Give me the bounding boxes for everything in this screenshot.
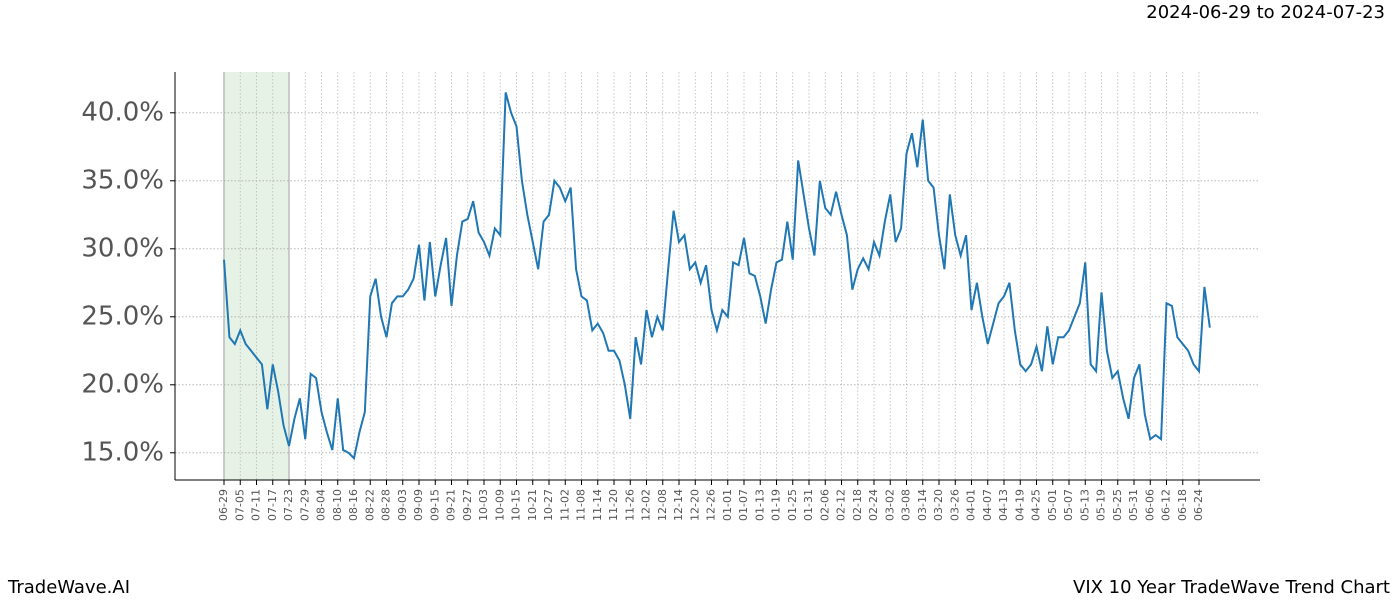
x-tick-label: 01-13 xyxy=(753,489,766,521)
x-tick-label: 11-26 xyxy=(623,489,636,521)
x-tick-label: 08-16 xyxy=(347,489,360,521)
x-tick-label: 07-23 xyxy=(282,489,295,521)
x-tick-label: 09-27 xyxy=(461,489,474,521)
y-tick-label: 25.0% xyxy=(81,301,164,331)
x-tick-label: 12-20 xyxy=(688,489,701,521)
x-tick-label: 07-17 xyxy=(266,489,279,521)
x-tick-label: 09-21 xyxy=(445,489,458,521)
x-tick-label: 11-20 xyxy=(607,489,620,521)
x-tick-label: 07-11 xyxy=(250,489,263,521)
x-tick-label: 05-19 xyxy=(1095,489,1108,521)
x-tick-label: 04-01 xyxy=(965,489,978,521)
x-tick-label: 01-07 xyxy=(737,489,750,521)
x-tick-label: 03-08 xyxy=(900,489,913,521)
x-tick-label: 10-27 xyxy=(542,489,555,521)
x-tick-label: 10-09 xyxy=(493,489,506,521)
x-tick-label: 03-20 xyxy=(932,489,945,521)
x-tick-label: 06-29 xyxy=(217,489,230,521)
x-tick-label: 08-22 xyxy=(363,489,376,521)
x-tick-label: 01-19 xyxy=(770,489,783,521)
chart-title: VIX 10 Year TradeWave Trend Chart xyxy=(1073,577,1390,598)
x-tick-label: 12-08 xyxy=(656,489,669,521)
x-tick-label: 02-06 xyxy=(818,489,831,521)
x-tick-label: 01-01 xyxy=(721,489,734,521)
x-tick-label: 10-15 xyxy=(510,489,523,521)
x-tick-label: 03-26 xyxy=(948,489,961,521)
x-tick-label: 02-24 xyxy=(867,489,880,521)
x-tick-label: 04-07 xyxy=(981,489,994,521)
x-tick-label: 10-21 xyxy=(526,489,539,521)
x-tick-label: 12-26 xyxy=(705,489,718,521)
x-tick-label: 11-02 xyxy=(558,489,571,521)
x-tick-label: 05-25 xyxy=(1111,489,1124,521)
x-tick-label: 06-18 xyxy=(1176,489,1189,521)
x-tick-label: 03-14 xyxy=(916,489,929,521)
x-tick-label: 09-15 xyxy=(428,489,441,521)
x-tick-label: 05-13 xyxy=(1078,489,1091,521)
x-tick-label: 05-01 xyxy=(1046,489,1059,521)
x-tick-label: 01-31 xyxy=(802,489,815,521)
x-tick-label: 08-04 xyxy=(315,489,328,521)
x-tick-label: 07-05 xyxy=(233,489,246,521)
x-tick-label: 08-28 xyxy=(380,489,393,521)
y-tick-label: 20.0% xyxy=(81,369,164,399)
x-tick-label: 04-19 xyxy=(1013,489,1026,521)
date-range: 2024-06-29 to 2024-07-23 xyxy=(1146,2,1385,23)
x-tick-label: 01-25 xyxy=(786,489,799,521)
x-tick-label: 12-02 xyxy=(640,489,653,521)
x-tick-label: 09-09 xyxy=(412,489,425,521)
y-tick-label: 35.0% xyxy=(81,165,164,195)
x-tick-label: 02-18 xyxy=(851,489,864,521)
x-tick-label: 11-08 xyxy=(575,489,588,521)
x-tick-label: 10-03 xyxy=(477,489,490,521)
x-tick-label: 04-13 xyxy=(997,489,1010,521)
x-tick-label: 08-10 xyxy=(331,489,344,521)
line-series xyxy=(223,92,1211,461)
y-tick-label: 30.0% xyxy=(81,233,164,263)
watermark: TradeWave.AI xyxy=(7,577,130,598)
y-tick-label: 40.0% xyxy=(81,97,164,127)
x-tick-label: 02-12 xyxy=(835,489,848,521)
x-tick-label: 05-07 xyxy=(1062,489,1075,521)
x-tick-label: 04-25 xyxy=(1030,489,1043,521)
y-tick-label: 15.0% xyxy=(81,437,164,467)
x-tick-label: 06-12 xyxy=(1160,489,1173,521)
x-tick-label: 03-02 xyxy=(883,489,896,521)
x-tick-label: 06-24 xyxy=(1192,489,1205,521)
x-tick-label: 12-14 xyxy=(672,489,685,521)
x-tick-label: 09-03 xyxy=(396,489,409,521)
x-tick-label: 06-06 xyxy=(1143,489,1156,521)
x-tick-label: 05-31 xyxy=(1127,489,1140,521)
x-tick-label: 11-14 xyxy=(591,489,604,521)
x-tick-label: 07-29 xyxy=(298,489,311,521)
